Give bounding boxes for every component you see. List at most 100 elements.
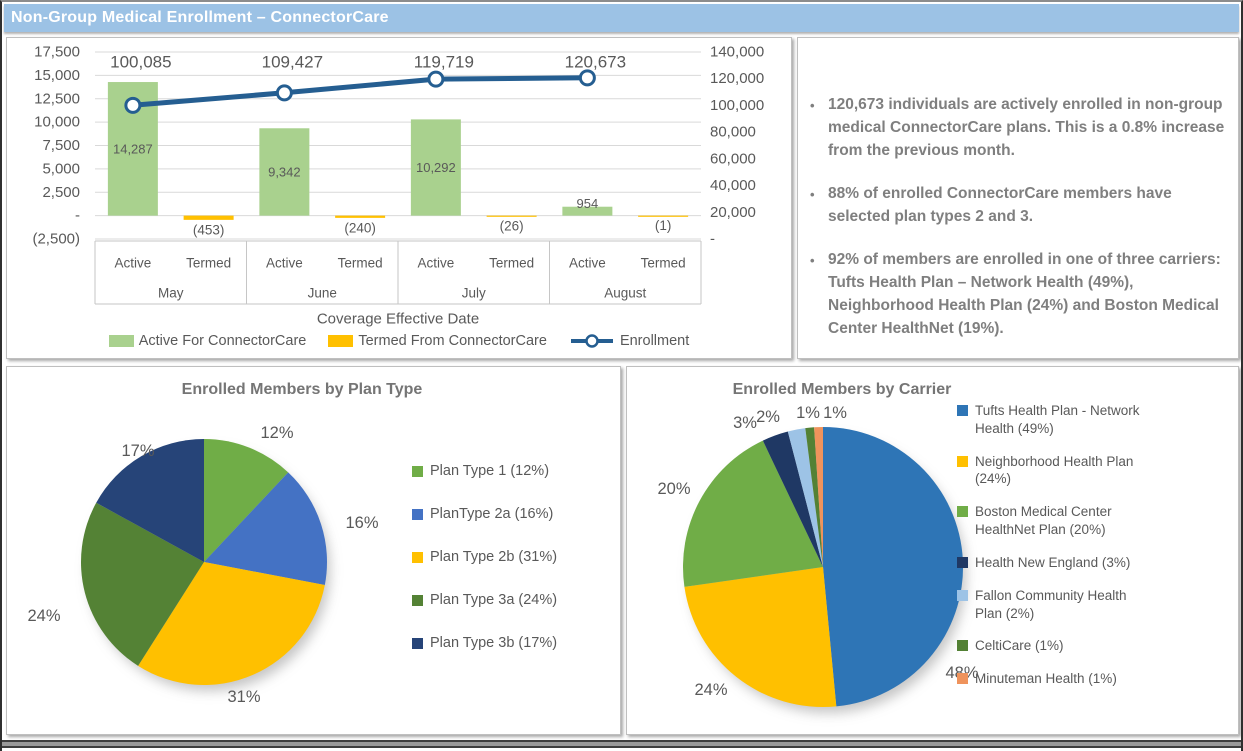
plan-type-pie-panel: Enrolled Members by Plan Type 12% 16% 31% 2… — [6, 366, 621, 735]
legend-item: Plan Type 2b (31%) — [412, 549, 557, 565]
right-axis-tick-label: 140,000 — [710, 44, 764, 61]
line-value-label: 100,085 — [110, 53, 171, 72]
active-bar — [562, 206, 613, 216]
left-axis-tick-label: 5,000 — [42, 160, 80, 177]
sheet-bottom-border — [2, 740, 1241, 748]
legend-item: CeltiCare (1%) — [957, 637, 1147, 655]
summary-bullet-list: • 120,673 individuals are actively enroll… — [810, 94, 1228, 340]
termed-bar — [335, 215, 386, 218]
summary-bullet-text: 120,673 individuals are actively enrolle… — [828, 96, 1225, 159]
legend-item: Fallon Community Health Plan (2%) — [957, 587, 1147, 623]
enrollment-marker — [275, 84, 293, 102]
sub-category-label: Termed — [338, 256, 383, 271]
bar-value-label: (26) — [500, 218, 524, 233]
summary-bullet: • 120,673 individuals are actively enroll… — [810, 94, 1228, 163]
legend-swatch — [957, 589, 968, 601]
summary-bullet-text: 92% of members are enrolled in one of th… — [828, 250, 1221, 337]
legend-item: Enrollment — [569, 333, 689, 349]
pie-data-label: 16% — [345, 514, 378, 532]
pie-slice — [204, 439, 289, 562]
combo-chart-legend: Active For ConnectorCare Termed From Conn… — [7, 333, 791, 349]
right-axis-tick-label: 60,000 — [710, 150, 756, 167]
pie-data-label: 20% — [657, 480, 690, 498]
enrollment-marker — [578, 69, 596, 87]
summary-bullet-text: 88% of enrolled ConnectorCare members ha… — [828, 184, 1172, 225]
legend-swatch — [412, 595, 423, 606]
carrier-pie-chart: 48% 24% 20% 3%2% 1%1% — [657, 404, 979, 713]
pie-slice — [682, 440, 823, 587]
plan-type-pie-title: Enrolled Members by Plan Type — [181, 381, 423, 398]
bar-value-label: 14,287 — [113, 141, 153, 156]
legend-label: Termed From ConnectorCare — [358, 333, 547, 349]
legend-label: Tufts Health Plan - Network Health (49%) — [975, 403, 1140, 436]
pie-data-label: 24% — [694, 681, 727, 699]
legend-item: Health New England (3%) — [957, 554, 1147, 572]
legend-item: Boston Medical Center HealthNet Plan (20… — [957, 503, 1147, 539]
sub-category-label: Active — [266, 256, 303, 271]
legend-label: Plan Type 1 (12%) — [430, 463, 550, 479]
legend-swatch — [957, 455, 968, 467]
legend-item: Neighborhood Health Plan (24%) — [957, 453, 1147, 489]
summary-bullet: • 92% of members are enrolled in one of t… — [810, 249, 1228, 341]
pie-slice — [204, 472, 327, 586]
left-axis-tick-label: (2,500) — [32, 231, 80, 248]
termed-bar — [183, 215, 234, 220]
sub-category-label: Termed — [641, 256, 686, 271]
legend-swatch — [957, 506, 968, 518]
bullet-icon: • — [810, 186, 815, 202]
legend-swatch — [957, 405, 968, 416]
bar-value-label: (453) — [193, 222, 225, 237]
sub-category-label: Active — [114, 256, 151, 271]
left-axis-tick-label: 17,500 — [34, 44, 80, 61]
x-axis-title: Coverage Effective Date — [317, 311, 479, 328]
legend-swatch — [957, 556, 968, 568]
pie-data-label: 31% — [227, 688, 260, 706]
right-axis-tick-label: 20,000 — [710, 204, 756, 221]
left-axis-tick-label: 10,000 — [34, 114, 80, 131]
legend-item: Plan Type 3b (17%) — [412, 635, 557, 651]
plan-type-pie-chart: 12% 16% 31% 24% 17% — [27, 424, 378, 706]
pie-slice — [80, 502, 204, 666]
legend-item: Plan Type 1 (12%) — [412, 463, 557, 479]
termed-bar — [486, 215, 537, 217]
bar-value-label: 10,292 — [416, 160, 456, 175]
legend-item: Minuteman Health (1%) — [957, 670, 1147, 688]
right-axis-tick-label: 80,000 — [710, 124, 756, 141]
pie-slice — [805, 427, 823, 567]
termed-bar — [638, 215, 689, 217]
legend-label: Neighborhood Health Plan (24%) — [975, 453, 1134, 487]
sub-category-label: Termed — [186, 256, 231, 271]
carrier-pie-title: Enrolled Members by Carrier — [732, 381, 952, 398]
legend-label: Plan Type 3a (24%) — [430, 592, 558, 608]
bullet-icon: • — [810, 252, 815, 268]
enrollment-marker — [427, 70, 445, 88]
pie-slice — [96, 439, 204, 562]
month-label: July — [462, 286, 486, 301]
line-value-label: 120,673 — [565, 53, 626, 72]
right-axis-tick-label: 40,000 — [710, 177, 756, 194]
legend-item: PlanType 2a (16%) — [412, 506, 557, 522]
legend-line-sample — [570, 334, 613, 348]
bullet-icon: • — [810, 98, 815, 113]
carrier-pie-legend: Tufts Health Plan - Network Health (49%)… — [957, 402, 1147, 688]
pie-data-label: 2% — [756, 408, 780, 426]
pie-slice — [684, 567, 837, 708]
legend-label: PlanType 2a (16%) — [430, 506, 554, 522]
pie-slice — [823, 427, 964, 707]
legend-label: Enrollment — [619, 333, 690, 349]
pie-data-label: 17% — [121, 442, 154, 460]
legend-marker — [585, 334, 599, 348]
active-bar — [259, 128, 310, 216]
legend-label: Active For ConnectorCare — [138, 333, 307, 349]
legend-label: Fallon Community Health Plan (2%) — [975, 587, 1127, 621]
pie-data-label: 1% — [796, 404, 820, 422]
left-axis-tick-label: 7,500 — [42, 137, 80, 154]
sub-category-label: Active — [569, 256, 606, 271]
bar-value-label: (1) — [655, 218, 672, 233]
active-bar — [410, 119, 461, 216]
bar-value-label: (240) — [344, 220, 376, 235]
pie-data-label: 48% — [945, 664, 978, 682]
enrollment-chart-panel: 17,500 15,000 12,500 10,000 7,500 5,000 2,500 -… — [6, 37, 792, 359]
legend-label: Boston Medical Center HealthNet Plan (20… — [975, 504, 1112, 538]
